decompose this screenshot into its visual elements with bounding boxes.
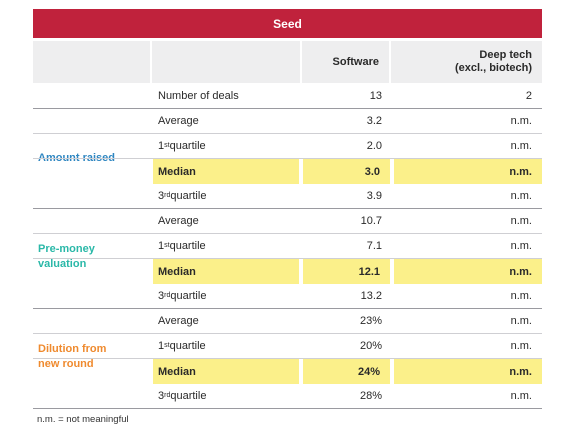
group-label-line2: valuation <box>38 258 87 270</box>
row-label-text: quartile <box>170 290 207 302</box>
cell-software: 2.0 <box>366 140 382 152</box>
header-blank <box>33 41 150 83</box>
deals-software: 13 <box>369 89 382 102</box>
footnote: n.m. = not meaningful <box>37 414 129 425</box>
cell-deeptech: n.m. <box>510 390 532 402</box>
cell-deeptech: n.m. <box>510 190 532 202</box>
group-label-line1: Pre-money <box>38 243 95 255</box>
row-label: Median <box>153 259 301 284</box>
group-label-line2: new round <box>38 358 94 370</box>
cell-software: 7.1 <box>366 240 382 252</box>
cell-deeptech: n.m. <box>510 315 532 327</box>
row-label-text: quartile <box>170 190 207 202</box>
row-label: Median <box>153 159 301 184</box>
row-label: Median <box>153 359 301 384</box>
header-blank-metric <box>150 41 300 83</box>
ordinal-number: 3 <box>158 190 165 202</box>
cell-software: 3.2 <box>366 115 382 127</box>
ordinal-number: 3 <box>158 290 165 302</box>
row-label: Average <box>158 315 199 327</box>
median-row: Median 12.1 n.m. <box>33 259 542 284</box>
column-header-row: Software Deep tech (excl., biotech) <box>33 41 542 83</box>
median-row: Median 3.0 n.m. <box>33 159 542 184</box>
median-row: Median 24% n.m. <box>33 359 542 384</box>
ordinal-number: 1 <box>158 140 165 152</box>
table-row: Average 23% n.m. <box>33 309 542 334</box>
row-label: Average <box>158 215 199 227</box>
group-dilution: Dilution from new round Average 23% n.m. 1… <box>33 309 542 409</box>
row-label-text: quartile <box>169 240 206 252</box>
cell-deeptech: n.m. <box>394 259 542 284</box>
cell-software: 23% <box>359 315 382 327</box>
row-label-text: quartile <box>170 390 207 402</box>
group-label-line1: Dilution from <box>38 343 107 355</box>
ordinal-number: 1 <box>158 240 165 252</box>
table-row: Average 3.2 n.m. <box>33 109 542 134</box>
deals-deeptech: 2 <box>525 89 532 102</box>
row-label-text: quartile <box>169 140 206 152</box>
cell-deeptech: n.m. <box>510 340 532 352</box>
ordinal-number: 1 <box>158 340 165 352</box>
group-label-pre-money: Pre-money valuation <box>38 242 148 272</box>
cell-software: 10.7 <box>360 215 382 227</box>
table-title: Seed <box>33 9 542 38</box>
cell-software: 24% <box>303 359 392 384</box>
deals-row: Number of deals 13 2 <box>33 83 542 109</box>
group-label-dilution: Dilution from new round <box>38 342 148 372</box>
cell-deeptech: n.m. <box>510 240 532 252</box>
cell-software: 13.2 <box>360 290 382 302</box>
cell-software: 28% <box>359 390 382 402</box>
deeptech-header-line1: Deep tech <box>479 49 532 61</box>
cell-software: 3.9 <box>366 190 382 202</box>
cell-deeptech: n.m. <box>510 115 532 127</box>
cell-deeptech: n.m. <box>510 290 532 302</box>
cell-deeptech: n.m. <box>394 359 542 384</box>
seed-table: Seed Software Deep tech (excl., biotech)… <box>33 9 542 409</box>
column-header-deeptech: Deep tech (excl., biotech) <box>389 41 542 83</box>
cell-software: 20% <box>359 340 382 352</box>
table-row: Average 10.7 n.m. <box>33 209 542 234</box>
cell-software: 12.1 <box>303 259 392 284</box>
column-header-software: Software <box>300 41 389 83</box>
cell-deeptech: n.m. <box>510 140 532 152</box>
row-label-text: quartile <box>169 340 206 352</box>
ordinal-number: 3 <box>158 390 165 402</box>
cell-deeptech: n.m. <box>510 215 532 227</box>
row-label: Average <box>158 115 199 127</box>
deeptech-header-line2: (excl., biotech) <box>454 62 532 74</box>
deals-label: Number of deals <box>158 89 239 102</box>
cell-deeptech: n.m. <box>394 159 542 184</box>
cell-software: 3.0 <box>303 159 392 184</box>
